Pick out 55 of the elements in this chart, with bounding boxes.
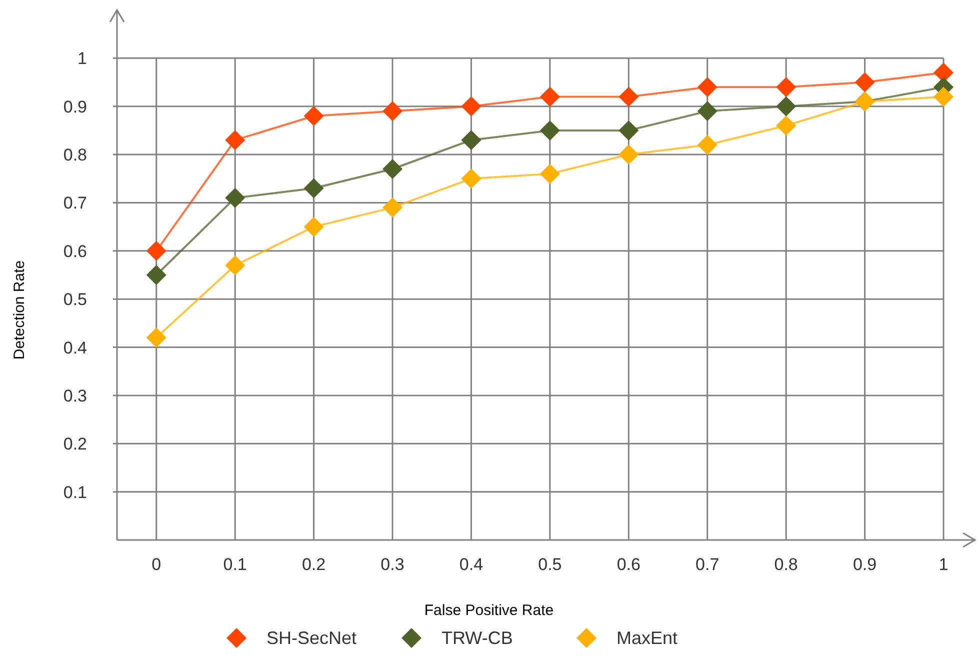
- point: [934, 86, 954, 107]
- x-tick-label: 0.3: [380, 555, 404, 574]
- y-tick-label: 1: [78, 49, 87, 68]
- point: [146, 240, 166, 261]
- point: [461, 96, 482, 116]
- x-tick-label: 0.2: [302, 555, 326, 574]
- point: [461, 130, 482, 150]
- point: [382, 159, 403, 179]
- point: [776, 77, 796, 98]
- point: [776, 116, 796, 136]
- point: [304, 106, 324, 126]
- point: [225, 130, 246, 150]
- x-tick-label: 0.8: [774, 555, 798, 574]
- y-tick-label: 0.5: [63, 290, 87, 310]
- point: [697, 134, 718, 155]
- point: [461, 168, 482, 189]
- point: [225, 188, 246, 208]
- y-tick-label: 0.7: [63, 194, 87, 213]
- y-tick-label: 0.2: [63, 434, 87, 454]
- x-axis-title: False Positive Rate: [424, 602, 554, 619]
- x-tick-label: 1: [938, 555, 948, 574]
- legend-label: SH-SecNet: [266, 628, 357, 648]
- legend-label: MaxEnt: [616, 628, 678, 648]
- x-tick-label: 0.1: [223, 555, 247, 574]
- point: [146, 328, 166, 348]
- y-tick-label: 0.3: [63, 386, 87, 406]
- y-tick-label: 0.6: [63, 242, 87, 261]
- point: [304, 216, 324, 237]
- point: [304, 178, 324, 198]
- x-tick-label: 0.9: [852, 555, 877, 574]
- y-tick-label: 0.1: [63, 482, 87, 502]
- point: [854, 72, 875, 92]
- x-tick-label: 0.4: [459, 555, 484, 574]
- point: [382, 101, 403, 122]
- point: [540, 164, 560, 184]
- x-tick-label: 0.5: [538, 555, 562, 574]
- legend-label: TRW-CB: [442, 628, 513, 648]
- y-axis-title: Detection Rate: [11, 260, 28, 360]
- point: [225, 255, 246, 276]
- point: [618, 144, 639, 165]
- y-tick-label: 0.4: [63, 338, 87, 358]
- y-tick-label: 0.9: [63, 97, 87, 116]
- point: [146, 265, 166, 285]
- point: [697, 101, 718, 122]
- point: [618, 86, 639, 107]
- x-tick-label: 0: [152, 555, 162, 574]
- point: [697, 77, 718, 98]
- point: [382, 198, 403, 218]
- y-tick-label: 0.8: [63, 146, 87, 165]
- point: [618, 120, 639, 140]
- x-tick-label: 0.6: [616, 555, 640, 574]
- point: [776, 96, 796, 116]
- point: [540, 86, 560, 107]
- x-tick-label: 0.7: [696, 555, 720, 574]
- point: [540, 120, 560, 140]
